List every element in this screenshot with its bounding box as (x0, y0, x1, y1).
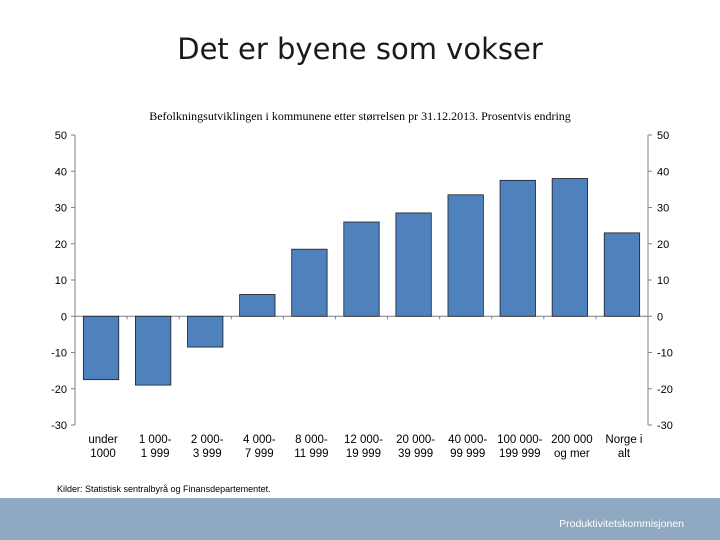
y-tick-label-right: 30 (657, 203, 669, 215)
y-tick-label-left: -20 (51, 384, 67, 396)
x-category-label: under 1000 (88, 434, 118, 460)
bar (291, 248, 328, 317)
x-category-label: 1 000-1 999 (139, 434, 172, 460)
y-tick-label-right: 50 (657, 130, 669, 142)
bar (603, 232, 641, 317)
x-category-label: 8 000-11 999 (294, 434, 328, 460)
y-tick-label-left: 50 (55, 130, 67, 142)
y-tick-label-left: 40 (55, 166, 67, 178)
chart-title: Befolkningsutviklingen i kommunene etter… (149, 109, 571, 123)
bar (343, 221, 380, 317)
y-tick-label-left: 20 (55, 239, 67, 251)
bar (135, 315, 172, 386)
y-tick-label-right: 10 (657, 275, 669, 287)
x-category-label: 100 000-199 999 (497, 434, 543, 460)
source-note: Kilder: Statistisk sentralbyrå og Finans… (57, 484, 271, 494)
bar (447, 194, 484, 317)
x-category-label: Norge i alt (605, 434, 642, 460)
slide-title: Det er byene som vokser (177, 32, 543, 66)
y-tick-label-right: 20 (657, 239, 669, 251)
y-tick-label-right: -10 (657, 348, 673, 360)
footer-brand: Produktivitetskommisjonen (559, 518, 684, 530)
bar (499, 179, 536, 317)
y-tick-label-left: 10 (55, 275, 67, 287)
y-tick-label-right: 40 (657, 166, 669, 178)
x-category-label: 2 000-3 999 (191, 434, 224, 460)
bar-chart: 50 50 40 40 30 30 20 20 10 10 0 0 -10 -10 -20 -20 -30 -30… (51, 130, 673, 460)
y-tick-label-left: 30 (55, 203, 67, 215)
chart-category-labels: under 1000 1 000-1 999 2 000-3 999 4 000-7 9… (88, 434, 642, 460)
y-tick-label-right: -20 (657, 384, 673, 396)
y-tick-label-left: -30 (51, 420, 67, 432)
y-tick-label-right: 0 (657, 311, 663, 323)
x-category-label: 20 000-39 999 (396, 434, 435, 460)
bar (187, 315, 224, 348)
bar (395, 212, 432, 317)
bar (82, 315, 120, 381)
bar (551, 178, 588, 317)
x-category-label: 4 000-7 999 (243, 434, 276, 460)
chart-tick-labels: 50 50 40 40 30 30 20 20 10 10 0 0 -10 -10 -20 -20 -30 -30 (51, 130, 673, 432)
x-category-label: 200 000 og mer (551, 434, 593, 460)
x-category-label: 12 000-19 999 (344, 434, 383, 460)
y-tick-label-right: -30 (657, 420, 673, 432)
footer-bar (0, 498, 720, 540)
bar (239, 294, 276, 317)
x-category-label: 40 000-99 999 (448, 434, 487, 460)
y-tick-label-left: 0 (61, 311, 67, 323)
chart-bars (82, 178, 641, 386)
y-tick-label-left: -10 (51, 348, 67, 360)
